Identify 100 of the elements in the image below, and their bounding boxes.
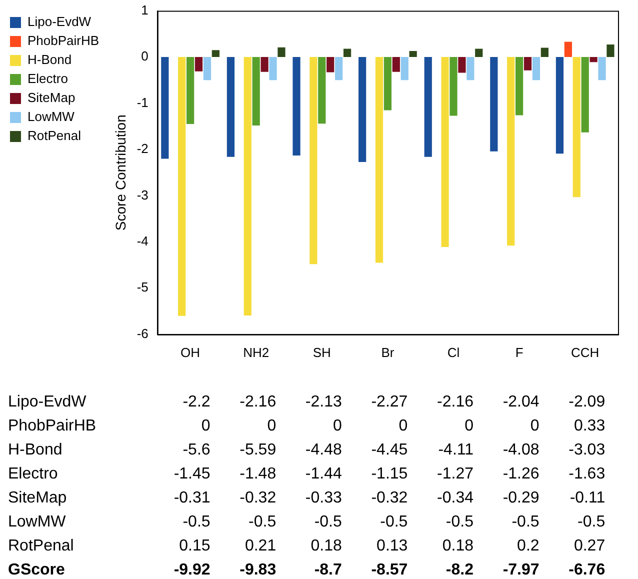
data-label: -2.04: [502, 393, 540, 410]
text: LowMW: [8, 513, 66, 530]
bar: [598, 57, 606, 80]
text: Lipo-EvdW: [8, 393, 86, 410]
data-label: -3.03: [568, 441, 606, 458]
bar: [252, 57, 260, 126]
data-label: 0: [464, 417, 474, 434]
data-label: 0: [332, 417, 342, 434]
bar: [278, 47, 286, 58]
text: -9.92: [174, 561, 210, 578]
bar: [572, 57, 580, 198]
legend-label: Lipo-EvdW: [28, 14, 92, 30]
bar: [450, 57, 458, 116]
x-tick-label: F: [515, 344, 524, 360]
legend-label: RotPenal: [28, 128, 82, 144]
text: GScore: [8, 561, 66, 578]
legend-label: PhobPairHB: [28, 33, 100, 48]
data-label: 0: [398, 417, 408, 434]
text: PhobPairHB: [8, 417, 96, 434]
data-label: -1.48: [240, 465, 276, 482]
bar: [458, 57, 466, 73]
text: -6.76: [568, 561, 606, 578]
text: -8.57: [371, 561, 408, 578]
data-label: -4.48: [305, 441, 342, 458]
bar: [392, 57, 400, 72]
x-tick-label: OH: [180, 344, 200, 360]
data-label: -0.32: [240, 489, 276, 506]
data-label: -4.08: [502, 441, 540, 458]
data-label: -0.32: [371, 489, 408, 506]
bar: [490, 57, 498, 152]
bar: [384, 57, 392, 110]
bar: [335, 57, 343, 80]
data-label: -0.5: [578, 513, 606, 530]
x-tick-label: CCH: [571, 344, 600, 360]
bar: [441, 57, 449, 248]
data-label: -1.15: [371, 465, 408, 482]
y-tick-label: -1: [136, 94, 148, 110]
bar: [260, 57, 268, 72]
data-label: -0.5: [446, 513, 474, 530]
text: -7.97: [502, 561, 540, 578]
data-label: 0.15: [179, 537, 210, 554]
bar: [515, 57, 524, 116]
data-label: -5.6: [182, 441, 210, 458]
y-axis-title: Score Contribution: [112, 114, 128, 231]
text: -9.83: [240, 561, 276, 578]
data-label: -1.26: [502, 465, 540, 482]
data-label: -5.59: [240, 441, 276, 458]
data-label: -0.29: [502, 489, 540, 506]
x-tick-label: Br: [381, 344, 395, 360]
text: -8.2: [446, 561, 474, 578]
x-tick-label: SH: [312, 344, 331, 360]
data-label: -4.45: [371, 441, 408, 458]
data-label: -2.09: [568, 393, 606, 410]
bar: [581, 57, 589, 132]
legend-label: LowMW: [28, 109, 76, 124]
legend-label: Electro: [28, 71, 68, 86]
data-label: -1.45: [174, 465, 210, 482]
text: -8.7: [314, 561, 342, 578]
bar: [212, 50, 220, 58]
data-label: -0.31: [174, 489, 210, 506]
bar: [475, 48, 483, 58]
bar: [194, 57, 203, 72]
bar: [375, 57, 384, 263]
data-label: 0: [267, 417, 276, 434]
data-label: -2.13: [305, 393, 342, 410]
bar: [358, 57, 366, 162]
text: Electro: [8, 465, 58, 482]
data-label: 0: [530, 417, 540, 434]
y-tick-label: 0: [141, 48, 148, 64]
x-tick-label: NH2: [243, 344, 270, 360]
x-tick-label: Cl: [447, 344, 460, 360]
data-label: -2.16: [240, 393, 276, 410]
bar: [318, 57, 326, 124]
bar: [292, 57, 300, 156]
bar: [590, 57, 598, 62]
data-label: -1.44: [305, 465, 342, 482]
text: SiteMap: [8, 489, 67, 506]
y-tick-label: -6: [136, 326, 148, 341]
bar: [226, 57, 235, 157]
data-label: -4.11: [438, 441, 474, 458]
data-label: -1.63: [568, 465, 606, 482]
data-label: 0.33: [574, 417, 606, 434]
text: H-Bond: [8, 441, 62, 458]
data-label: -0.5: [248, 513, 276, 530]
data-label: -2.27: [371, 393, 408, 410]
data-label: -0.34: [437, 489, 474, 506]
bar: [466, 57, 474, 80]
data-label: -0.5: [314, 513, 342, 530]
data-label: 0.21: [244, 537, 276, 554]
bar: [606, 44, 614, 58]
bar: [326, 57, 334, 72]
bar: [310, 57, 318, 264]
y-tick-label: 1: [141, 2, 148, 18]
bar: [203, 57, 212, 80]
bar: [424, 57, 432, 157]
bar: [161, 57, 169, 159]
data-label: 0.18: [442, 537, 474, 554]
bar: [178, 57, 186, 316]
legend-label: H-Bond: [28, 52, 72, 68]
data-label: -0.5: [380, 513, 408, 530]
